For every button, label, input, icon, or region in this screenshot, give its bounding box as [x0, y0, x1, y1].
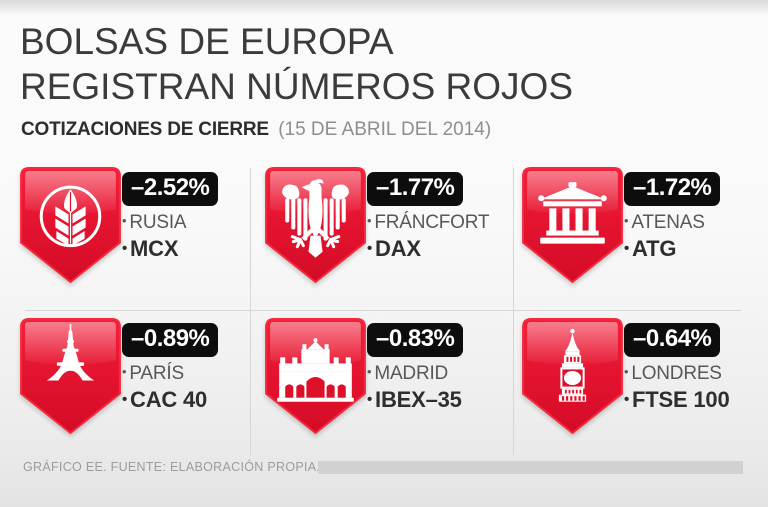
- title-line-1: BOLSAS DE EUROPA: [20, 21, 394, 62]
- change-value: –0.89%: [131, 325, 210, 352]
- bullet: •: [367, 213, 372, 228]
- puerta-de-alcala-icon: [277, 338, 354, 402]
- german-eagle-icon: [282, 179, 349, 258]
- page-title: BOLSAS DE EUROPA REGISTRAN NÚMEROS ROJOS: [20, 19, 573, 109]
- index-label: • ATG: [624, 236, 677, 261]
- change-value: –2.52%: [131, 174, 210, 201]
- subtitle: COTIZACIONES DE CIERRE (15 DE ABRIL DEL …: [21, 119, 491, 141]
- market-cell-paris-cac40: –0.89% • PARÍS • CAC 40: [20, 318, 250, 453]
- red-shield-badge: [265, 318, 366, 435]
- big-ben-icon: [558, 328, 587, 402]
- market-cell-madrid-ibex35: –0.83% • MADRID • IBEX–35: [265, 318, 495, 453]
- city-label: • ATENAS: [624, 212, 705, 233]
- change-badge: –0.89%: [122, 323, 219, 357]
- subtitle-date: (15 DE ABRIL DEL 2014): [278, 119, 492, 140]
- city-label: • LONDRES: [624, 363, 722, 384]
- market-cell-francfort-dax: –1.77% • FRÁNCFORT • DAX: [265, 167, 495, 302]
- index-label: • DAX: [367, 236, 421, 261]
- city-label: • MADRID: [367, 363, 449, 384]
- bullet: •: [624, 213, 629, 228]
- bullet: •: [122, 213, 127, 228]
- red-shield-badge: [522, 318, 623, 435]
- change-badge: –0.83%: [367, 323, 464, 357]
- change-badge: –1.77%: [367, 172, 464, 206]
- bullet: •: [122, 391, 128, 408]
- eiffel-tower-icon: [46, 324, 95, 381]
- parthenon-icon: [538, 182, 607, 244]
- bullet: •: [367, 391, 373, 408]
- market-cell-rusia-mcx: –2.52% • RUSIA • MCX: [20, 167, 250, 302]
- footer-gray-bar: [318, 461, 743, 474]
- market-cell-londres-ftse100: –0.64% • LONDRES • FTSE 100: [522, 318, 752, 453]
- red-shield-badge: [20, 318, 121, 435]
- index-label: • FTSE 100: [624, 387, 730, 412]
- row-divider: [25, 310, 741, 311]
- red-shield-badge: [20, 167, 121, 284]
- city-label: • FRÁNCFORT: [367, 212, 490, 233]
- bullet: •: [367, 240, 373, 257]
- change-badge: –2.52%: [122, 172, 219, 206]
- index-label: • MCX: [122, 236, 179, 261]
- change-badge: –1.72%: [624, 172, 721, 206]
- red-shield-badge: [265, 167, 366, 284]
- bullet: •: [624, 391, 630, 408]
- city-label: • RUSIA: [122, 212, 187, 233]
- change-badge: –0.64%: [624, 323, 721, 357]
- column-divider-1: [250, 168, 251, 455]
- source-credit: GRÁFICO EE. FUENTE: ELABORACIÓN PROPIA.: [23, 460, 321, 474]
- market-cell-atenas-atg: –1.72% • ATENAS • ATG: [522, 167, 752, 302]
- change-value: –1.77%: [376, 174, 455, 201]
- city-label: • PARÍS: [122, 363, 184, 384]
- bullet: •: [367, 364, 372, 379]
- change-value: –0.64%: [633, 325, 712, 352]
- subtitle-label: COTIZACIONES DE CIERRE: [21, 119, 269, 140]
- bullet: •: [122, 364, 127, 379]
- title-line-2: REGISTRAN NÚMEROS ROJOS: [20, 66, 573, 107]
- bullet: •: [122, 240, 128, 257]
- change-value: –1.72%: [633, 174, 712, 201]
- red-shield-badge: [522, 167, 623, 284]
- bullet: •: [624, 364, 629, 379]
- index-label: • IBEX–35: [367, 387, 462, 412]
- index-label: • CAC 40: [122, 387, 208, 412]
- bullet: •: [624, 240, 630, 257]
- column-divider-2: [513, 168, 514, 455]
- change-value: –0.83%: [376, 325, 455, 352]
- micex-wheat-icon: [39, 185, 102, 248]
